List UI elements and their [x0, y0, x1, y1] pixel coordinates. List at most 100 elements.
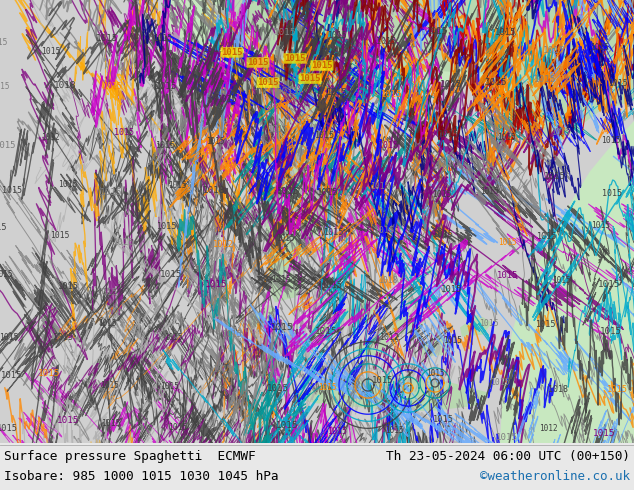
Text: 1015: 1015	[1, 186, 22, 195]
Text: 1015: 1015	[592, 429, 615, 438]
Text: 1015: 1015	[322, 281, 343, 290]
Text: 1015: 1015	[441, 286, 462, 294]
Text: 1015: 1015	[168, 422, 188, 432]
Text: 1012: 1012	[41, 133, 59, 142]
Polygon shape	[262, 91, 355, 287]
Text: 1015: 1015	[113, 238, 134, 247]
Text: 1015: 1015	[155, 82, 178, 91]
Text: 1015: 1015	[443, 336, 462, 345]
Text: 1015: 1015	[205, 280, 228, 289]
Text: ©weatheronline.co.uk: ©weatheronline.co.uk	[480, 470, 630, 483]
Text: 1015: 1015	[276, 421, 298, 430]
Text: 1015: 1015	[597, 280, 620, 289]
Text: 1015: 1015	[481, 187, 499, 196]
Text: 1015: 1015	[102, 419, 122, 428]
Polygon shape	[420, 335, 455, 357]
Text: 1015: 1015	[103, 82, 122, 91]
Text: 1015: 1015	[156, 221, 177, 231]
Text: 1015: 1015	[318, 383, 337, 392]
Text: 1015: 1015	[156, 141, 176, 150]
Text: 1015: 1015	[206, 420, 226, 429]
Text: 1015: 1015	[374, 226, 396, 235]
Text: 1015: 1015	[534, 75, 557, 84]
Text: 1015: 1015	[160, 382, 179, 391]
Text: 1015: 1015	[268, 125, 289, 134]
Text: 1015: 1015	[100, 189, 122, 197]
Text: 1015: 1015	[113, 128, 134, 137]
Text: 1015: 1015	[328, 31, 347, 41]
Text: 1015: 1015	[0, 270, 13, 279]
Text: 1015: 1015	[284, 54, 306, 63]
Text: 1015: 1015	[552, 128, 570, 137]
Text: 1018: 1018	[379, 276, 399, 285]
Polygon shape	[490, 0, 634, 141]
Text: 1015: 1015	[153, 34, 172, 43]
Text: 1015: 1015	[433, 230, 454, 239]
Text: 1015: 1015	[271, 323, 293, 332]
Text: 1015: 1015	[1, 371, 23, 380]
Polygon shape	[500, 121, 634, 443]
Text: 1015: 1015	[328, 426, 347, 436]
Polygon shape	[310, 318, 345, 337]
Text: 1015: 1015	[438, 130, 460, 139]
Text: 1015: 1015	[0, 141, 16, 150]
Text: 1015: 1015	[57, 416, 80, 425]
Text: 1015: 1015	[164, 333, 183, 342]
Text: 1015: 1015	[98, 319, 117, 328]
Text: 1015: 1015	[427, 369, 445, 378]
Text: 1015: 1015	[0, 333, 18, 342]
Text: 1015: 1015	[326, 88, 347, 97]
Text: 1015: 1015	[427, 27, 448, 36]
Polygon shape	[290, 375, 490, 411]
Text: 1015: 1015	[592, 220, 611, 229]
Text: 1015: 1015	[0, 424, 18, 433]
Text: 1015: 1015	[497, 271, 519, 280]
Text: 1018: 1018	[204, 186, 226, 195]
Text: 1015: 1015	[276, 234, 294, 243]
Text: 1015: 1015	[497, 133, 515, 142]
Text: 1015: 1015	[385, 426, 404, 435]
Polygon shape	[355, 335, 390, 357]
Text: 1015: 1015	[496, 433, 518, 442]
Text: 1015: 1015	[600, 327, 621, 336]
Text: 1015: 1015	[221, 48, 243, 57]
Text: 1015: 1015	[536, 320, 556, 329]
Text: 1012: 1012	[213, 240, 234, 249]
Text: 1015: 1015	[543, 47, 566, 55]
Text: 1015: 1015	[314, 131, 335, 140]
Text: 1012: 1012	[380, 333, 399, 342]
Text: 1015: 1015	[299, 74, 321, 83]
Polygon shape	[170, 0, 634, 81]
Text: 1015: 1015	[276, 87, 299, 97]
Text: 1015: 1015	[372, 376, 394, 385]
Text: 1015: 1015	[53, 333, 73, 342]
Text: 1015: 1015	[206, 137, 225, 146]
Text: 1015: 1015	[433, 415, 454, 424]
Text: 1015: 1015	[543, 172, 566, 181]
Text: 1015: 1015	[432, 190, 451, 199]
Text: 1015: 1015	[378, 141, 398, 150]
Text: 1015: 1015	[376, 37, 396, 46]
Text: 1018: 1018	[54, 81, 77, 91]
Text: 1015: 1015	[275, 28, 297, 37]
Polygon shape	[460, 315, 492, 337]
Text: 1015: 1015	[381, 90, 403, 99]
Polygon shape	[390, 313, 425, 335]
Text: 1015: 1015	[100, 381, 119, 390]
Text: 1015: 1015	[609, 79, 628, 88]
Text: 1015: 1015	[58, 282, 79, 291]
Text: 1015: 1015	[223, 330, 243, 339]
Text: 1015: 1015	[58, 180, 77, 189]
Text: 1015: 1015	[498, 238, 517, 246]
Text: 1015: 1015	[536, 231, 557, 241]
Polygon shape	[220, 0, 634, 111]
Text: 1015: 1015	[602, 189, 622, 198]
Text: 1015: 1015	[480, 318, 499, 328]
Text: 1015: 1015	[203, 45, 226, 54]
Text: 1015: 1015	[41, 47, 61, 56]
Text: Th 23-05-2024 06:00 UTC (00+150): Th 23-05-2024 06:00 UTC (00+150)	[386, 450, 630, 463]
Text: 1015: 1015	[495, 28, 517, 37]
Text: 1015: 1015	[0, 82, 10, 91]
Text: 1015: 1015	[607, 385, 628, 394]
Text: 1018: 1018	[548, 385, 567, 393]
